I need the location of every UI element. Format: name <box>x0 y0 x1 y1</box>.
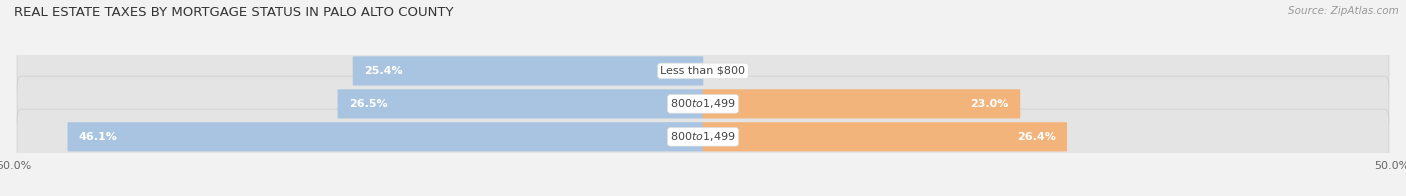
Text: 26.5%: 26.5% <box>349 99 388 109</box>
Text: 25.4%: 25.4% <box>364 66 402 76</box>
Text: Less than $800: Less than $800 <box>661 66 745 76</box>
Text: $800 to $1,499: $800 to $1,499 <box>671 130 735 143</box>
FancyBboxPatch shape <box>17 109 1389 165</box>
FancyBboxPatch shape <box>67 122 703 152</box>
FancyBboxPatch shape <box>17 43 1389 99</box>
Text: 0.0%: 0.0% <box>714 66 742 76</box>
Text: REAL ESTATE TAXES BY MORTGAGE STATUS IN PALO ALTO COUNTY: REAL ESTATE TAXES BY MORTGAGE STATUS IN … <box>14 6 454 19</box>
Text: $800 to $1,499: $800 to $1,499 <box>671 97 735 110</box>
FancyBboxPatch shape <box>337 89 703 118</box>
FancyBboxPatch shape <box>353 56 703 85</box>
FancyBboxPatch shape <box>703 89 1021 118</box>
Text: 46.1%: 46.1% <box>79 132 118 142</box>
FancyBboxPatch shape <box>17 76 1389 132</box>
Text: 26.4%: 26.4% <box>1017 132 1056 142</box>
Text: 23.0%: 23.0% <box>970 99 1010 109</box>
FancyBboxPatch shape <box>703 122 1067 152</box>
Text: Source: ZipAtlas.com: Source: ZipAtlas.com <box>1288 6 1399 16</box>
